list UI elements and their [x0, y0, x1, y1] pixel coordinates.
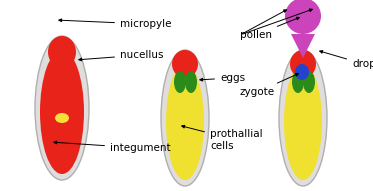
Text: nucellus: nucellus: [79, 50, 163, 61]
Ellipse shape: [174, 71, 186, 93]
Ellipse shape: [35, 36, 89, 180]
Ellipse shape: [292, 71, 304, 93]
Ellipse shape: [166, 64, 204, 180]
Ellipse shape: [284, 64, 322, 180]
Text: pollen: pollen: [240, 17, 300, 40]
Ellipse shape: [279, 50, 327, 186]
Ellipse shape: [172, 50, 198, 78]
Text: zygote: zygote: [240, 74, 298, 97]
Ellipse shape: [55, 113, 69, 123]
Circle shape: [285, 0, 321, 34]
Text: prothallial
cells: prothallial cells: [182, 125, 263, 151]
Text: integument: integument: [54, 141, 170, 153]
Text: drop: drop: [320, 51, 373, 69]
Ellipse shape: [295, 64, 309, 80]
Ellipse shape: [48, 36, 76, 68]
Ellipse shape: [161, 50, 209, 186]
Ellipse shape: [185, 71, 197, 93]
Polygon shape: [291, 34, 315, 58]
Text: micropyle: micropyle: [59, 19, 172, 29]
Text: eggs: eggs: [200, 73, 245, 83]
Ellipse shape: [303, 71, 315, 93]
Ellipse shape: [290, 50, 316, 78]
Ellipse shape: [40, 50, 84, 174]
